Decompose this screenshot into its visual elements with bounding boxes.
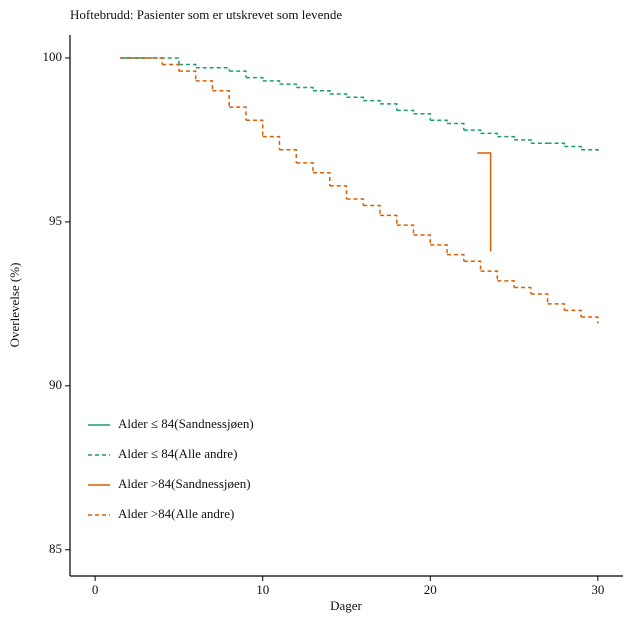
step-segment [396, 109, 415, 114]
step-segment [296, 162, 314, 173]
step-segment [396, 224, 415, 236]
step-segment [447, 122, 465, 131]
step-segment [178, 70, 197, 81]
step-segment [497, 135, 515, 140]
step-segment [262, 135, 281, 150]
step-segment [346, 96, 365, 101]
step-segment [312, 89, 331, 95]
step-segment [581, 149, 599, 154]
step-segment [564, 309, 582, 317]
legend-label: Alder ≤ 84(Sandnessjøen) [118, 416, 254, 431]
chart-title: Hoftebrudd: Pasienter som er utskrevet s… [70, 7, 342, 22]
step-segment [279, 83, 297, 88]
step-segment [514, 139, 532, 144]
legend-label: Alder >84(Sandnessjøen) [118, 476, 251, 491]
step-segment [430, 119, 448, 124]
step-segment [430, 244, 448, 255]
step-segment [279, 149, 297, 163]
y-tick-label: 100 [43, 49, 63, 64]
step-segment [463, 260, 482, 272]
step-segment [547, 142, 566, 147]
step-segment [346, 198, 365, 206]
step-segment [195, 67, 230, 72]
step-segment [178, 63, 197, 68]
y-tick-label: 85 [49, 541, 62, 556]
legend-label: Alder >84(Alle andre) [118, 506, 234, 521]
step-segment [262, 80, 281, 85]
step-segment [153, 57, 180, 65]
step-segment [245, 76, 264, 81]
step-segment [380, 214, 398, 226]
step-segment [312, 171, 331, 186]
step-segment [477, 152, 492, 252]
y-tick-label: 90 [49, 377, 62, 392]
step-segment [162, 63, 180, 72]
step-segment [413, 112, 432, 121]
step-segment [229, 70, 247, 78]
y-tick-label: 95 [49, 213, 62, 228]
step-segment [463, 129, 482, 134]
step-segment [447, 253, 465, 262]
step-segment [195, 80, 214, 91]
step-segment [229, 106, 247, 121]
step-segment [212, 89, 230, 108]
step-segment [145, 57, 163, 65]
step-segment [363, 99, 381, 104]
step-segment [514, 286, 532, 295]
y-axis-label: Overlevelse (%) [7, 263, 22, 348]
step-segment [329, 185, 348, 199]
step-segment [245, 119, 264, 137]
step-segment [480, 132, 499, 137]
x-tick-label: 20 [424, 582, 437, 597]
x-axis-label: Dager [330, 598, 362, 613]
step-segment [380, 103, 398, 111]
step-segment [564, 145, 582, 150]
step-segment [363, 204, 381, 216]
step-segment [329, 93, 348, 98]
step-segment [581, 316, 599, 324]
legend-label: Alder ≤ 84(Alle andre) [118, 446, 237, 461]
step-segment [530, 293, 549, 304]
x-tick-label: 30 [591, 582, 604, 597]
step-segment [497, 280, 515, 288]
step-segment [413, 234, 432, 245]
x-tick-label: 10 [256, 582, 269, 597]
step-segment [480, 270, 499, 281]
step-segment [547, 303, 566, 311]
step-segment [296, 86, 314, 91]
x-tick-label: 0 [92, 582, 99, 597]
